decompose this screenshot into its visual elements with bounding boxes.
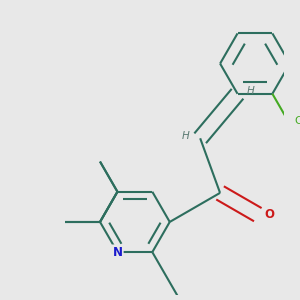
Text: Cl: Cl xyxy=(294,116,300,127)
Text: N: N xyxy=(112,246,122,259)
Text: O: O xyxy=(265,208,275,221)
Text: H: H xyxy=(247,86,255,96)
Text: H: H xyxy=(182,130,189,140)
